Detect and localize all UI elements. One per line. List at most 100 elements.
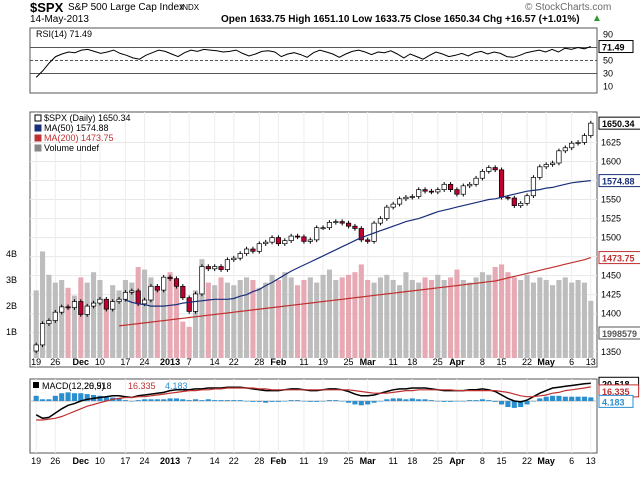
price-tick-label: 1350 bbox=[601, 347, 621, 357]
price-date-label: Mar bbox=[360, 357, 377, 367]
rsi-legend: RSI(14) 71.49 bbox=[36, 29, 92, 39]
candle-body bbox=[110, 301, 116, 310]
price-date-label: 2013 bbox=[160, 357, 180, 367]
macd-histogram-bar bbox=[333, 400, 339, 401]
candle-body bbox=[549, 162, 556, 165]
volume-bar bbox=[556, 280, 562, 358]
macd-histogram-bar bbox=[588, 397, 594, 401]
histogram-value-box bbox=[598, 394, 634, 408]
price-date-label: 10 bbox=[95, 357, 105, 367]
macd-histogram-bar bbox=[205, 399, 211, 401]
candle-body bbox=[218, 266, 224, 270]
price-legend-swatch bbox=[34, 144, 42, 152]
macd-date-label: 8 bbox=[480, 456, 485, 466]
volume-bar bbox=[454, 269, 460, 358]
macd-date-label: 26 bbox=[50, 456, 60, 466]
price-tick-label: 1500 bbox=[601, 233, 621, 243]
candle-body bbox=[301, 236, 307, 242]
price-date-label: 22 bbox=[229, 357, 239, 367]
volume-bar bbox=[492, 267, 498, 358]
candle-body bbox=[422, 189, 428, 192]
candle-body bbox=[192, 293, 199, 312]
candle-body bbox=[180, 285, 186, 299]
volume-bar bbox=[129, 282, 135, 358]
macd-histogram-bar bbox=[416, 399, 422, 401]
volume-bar bbox=[103, 300, 109, 358]
macd-date-label: 22 bbox=[522, 456, 532, 466]
volume-bar bbox=[314, 282, 320, 358]
candle-body bbox=[154, 285, 160, 291]
candle-body bbox=[288, 235, 294, 241]
macd-histogram-bar bbox=[530, 401, 536, 402]
macd-histogram-bar bbox=[441, 401, 447, 402]
candle-body bbox=[97, 298, 103, 304]
candle-body bbox=[390, 203, 396, 208]
candle-body bbox=[122, 292, 129, 300]
candle-body bbox=[275, 237, 282, 245]
candle-body bbox=[435, 189, 441, 193]
volume-bar bbox=[59, 280, 65, 358]
volume-bar bbox=[537, 277, 543, 358]
volume-bar bbox=[384, 274, 390, 358]
ma200-value: 1473.75 bbox=[602, 254, 635, 264]
macd-date-label: Mar bbox=[360, 456, 377, 466]
candle-body bbox=[569, 142, 575, 149]
candle-body bbox=[403, 196, 409, 200]
volume-bar bbox=[180, 321, 186, 358]
volume-bar bbox=[562, 277, 568, 358]
candle-body bbox=[409, 196, 415, 198]
volume-bar bbox=[135, 267, 141, 358]
macd-histogram-bar bbox=[275, 401, 281, 402]
volume-bar bbox=[326, 269, 332, 358]
macd-histogram-bar bbox=[59, 393, 65, 401]
volume-axis-label: 4B bbox=[6, 249, 17, 259]
macd-histogram-bar bbox=[377, 401, 383, 402]
price-date-label: 19 bbox=[318, 357, 328, 367]
date-label: 14-May-2013 bbox=[30, 14, 89, 25]
volume-bar bbox=[263, 282, 269, 358]
macd-histogram-bar bbox=[103, 396, 109, 401]
price-date-label: 19 bbox=[31, 357, 41, 367]
volume-bar bbox=[569, 282, 575, 358]
macd-histogram-bar bbox=[84, 394, 90, 401]
macd-histogram-bar bbox=[448, 401, 454, 402]
price-date-label: May bbox=[537, 357, 555, 367]
price-date-label: 7 bbox=[187, 357, 192, 367]
rsi-current-value-box bbox=[598, 40, 634, 54]
candle-body bbox=[39, 323, 46, 346]
volume-bar bbox=[524, 274, 530, 358]
price-date-label: 25 bbox=[344, 357, 354, 367]
volume-bar bbox=[473, 277, 479, 358]
price-date-label: 8 bbox=[480, 357, 485, 367]
candle-body bbox=[269, 237, 275, 243]
macd-histogram-bar bbox=[435, 401, 441, 402]
candle-body bbox=[224, 259, 231, 270]
macd-histogram-bar bbox=[524, 401, 530, 405]
volume-bar bbox=[46, 274, 52, 358]
macd-histogram-bar bbox=[148, 399, 154, 401]
candle-body bbox=[505, 196, 511, 199]
volume-bar bbox=[231, 285, 237, 358]
ma200-line bbox=[119, 257, 591, 327]
macd-date-label: 19 bbox=[31, 456, 41, 466]
volume-bar bbox=[256, 287, 262, 358]
volume-bar bbox=[237, 280, 243, 358]
macd-date-label: 28 bbox=[254, 456, 264, 466]
candle-body bbox=[447, 183, 454, 190]
volume-bar bbox=[428, 280, 434, 358]
macd-histogram-bar bbox=[511, 401, 517, 408]
macd-date-label: Feb bbox=[270, 456, 287, 466]
macd-date-label: 11 bbox=[299, 456, 308, 466]
quote-summary: Open 1633.75 High 1651.10 Low 1633.75 Cl… bbox=[221, 14, 580, 25]
volume-bar bbox=[78, 277, 84, 358]
candle-body bbox=[396, 198, 403, 205]
macd-histogram-bar bbox=[499, 401, 505, 405]
volume-bar bbox=[199, 259, 205, 358]
macd-histogram-bar bbox=[320, 401, 326, 402]
price-legend-entry: $SPX (Daily) 1650.34 bbox=[44, 113, 131, 123]
price-date-label: 11 bbox=[299, 357, 308, 367]
macd-date-label: 17 bbox=[120, 456, 130, 466]
volume-bar bbox=[511, 277, 517, 358]
volume-bar bbox=[505, 272, 511, 358]
